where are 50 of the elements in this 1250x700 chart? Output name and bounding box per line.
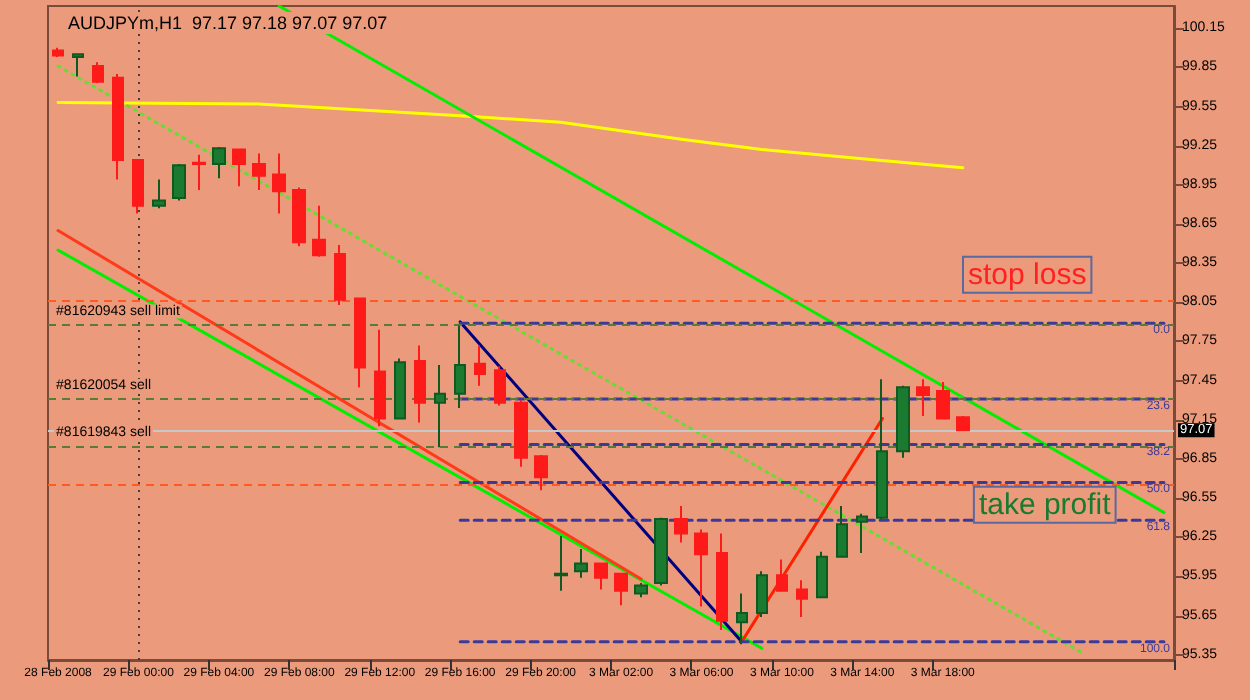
candlestick [936, 380, 950, 420]
candlestick [574, 548, 588, 579]
candlestick [554, 534, 568, 592]
candlestick [916, 378, 930, 417]
candlestick [92, 61, 104, 85]
candlestick [394, 357, 406, 420]
candlestick [674, 504, 688, 544]
candlestick [474, 344, 486, 387]
candlestick [232, 148, 246, 188]
candlestick [776, 558, 788, 592]
chart-title: AUDJPYm,H1 97.17 97.18 97.07 97.07 [68, 13, 388, 33]
candlestick [112, 72, 124, 181]
candlestick [956, 414, 970, 432]
candlestick [334, 243, 346, 306]
candlestick [876, 378, 888, 521]
candlestick [212, 145, 226, 180]
candlestick [594, 562, 608, 591]
candlestick [736, 592, 748, 646]
candlestick [796, 579, 808, 618]
candlestick [816, 550, 828, 599]
candlestick [634, 581, 648, 599]
candlestick [654, 516, 668, 587]
candlestick [72, 53, 84, 78]
candlestick [414, 344, 426, 424]
annotation: take profit [978, 487, 1113, 522]
candlestick [152, 178, 166, 210]
candlestick [494, 365, 506, 407]
candlestick [132, 159, 144, 215]
candlestick [534, 454, 548, 492]
candlestick [614, 572, 628, 607]
candlestick [756, 570, 768, 618]
candlestick [374, 328, 386, 428]
candlestick [272, 152, 286, 215]
candlestick [252, 152, 266, 192]
candlestick [514, 399, 528, 468]
candlestick [716, 532, 728, 631]
line-series [56, 101, 965, 170]
candlestick [52, 46, 64, 58]
candlestick [354, 297, 366, 389]
candlestick [896, 384, 910, 459]
candlestick [292, 186, 306, 248]
candlestick [312, 204, 326, 258]
candlestick [836, 504, 848, 558]
candlestick [192, 153, 206, 192]
candlestick [434, 363, 446, 449]
candlestick [856, 512, 868, 554]
annotation: stop loss [968, 257, 1087, 292]
candlestick [454, 324, 466, 410]
candlestick [172, 162, 186, 202]
candlestick [694, 528, 708, 608]
